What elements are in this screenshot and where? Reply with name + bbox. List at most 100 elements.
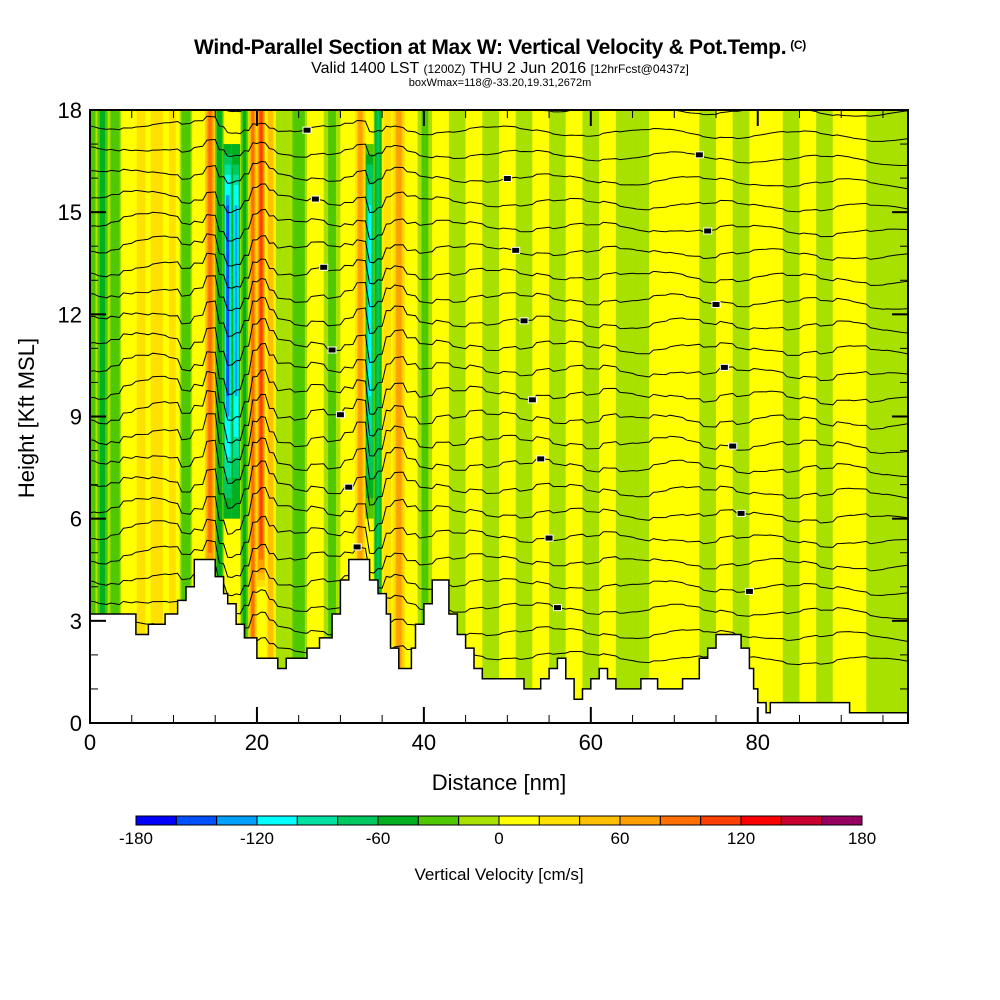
w-cell: [786, 110, 797, 723]
w-cell: [769, 110, 780, 723]
w-cell: [234, 205, 238, 397]
w-cell: [208, 110, 212, 553]
w-cell: [183, 110, 189, 723]
y-tick-label: 9: [70, 405, 82, 430]
contour-label: [694, 151, 704, 159]
y-tick-label: 18: [58, 98, 82, 123]
contour-label: [536, 455, 546, 463]
w-cell: [869, 110, 880, 723]
isentrope: [90, 275, 908, 312]
w-cell: [226, 205, 230, 397]
contour-label: [335, 411, 345, 419]
contour-label: [744, 587, 754, 595]
isentrope: [90, 233, 908, 267]
copyright-mark: (C): [790, 38, 806, 52]
w-cell: [836, 110, 847, 723]
y-tick-label: 15: [58, 200, 82, 225]
colorbar-segment: [337, 815, 379, 826]
w-cell: [852, 110, 863, 723]
w-cell: [819, 110, 830, 723]
colorbar-segment: [740, 815, 782, 826]
colorbar-title: Vertical Velocity [cm/s]: [414, 865, 583, 884]
colorbar-tick-label: 0: [494, 829, 503, 848]
w-cell: [736, 110, 747, 723]
w-cell: [169, 110, 176, 723]
valid-date: THU 2 Jun 2016: [469, 60, 587, 77]
valid-time-z: (1200Z): [423, 62, 466, 76]
w-cell: [635, 110, 646, 723]
y-tick-labels: 0 3 6 9 12 15 18: [58, 98, 82, 736]
w-cell: [384, 110, 390, 723]
contour-label: [544, 534, 554, 542]
contour-label: [728, 442, 738, 450]
colorbar-segment: [377, 815, 419, 826]
contour-label: [344, 483, 354, 491]
y-tick-label: 12: [58, 302, 82, 327]
x-tick-label: 80: [746, 730, 770, 755]
w-cell: [468, 110, 479, 723]
colorbar-tick-label: -60: [366, 829, 391, 848]
x-tick-label: 20: [245, 730, 269, 755]
y-tick-label: 6: [70, 507, 82, 532]
w-cell: [343, 110, 353, 723]
chart-title: Wind-Parallel Section at Max W: Vertical…: [0, 36, 1000, 60]
w-cell: [602, 110, 613, 723]
isentrope: [90, 342, 908, 395]
isentrope: [90, 437, 908, 484]
w-cell: [376, 110, 380, 723]
contour-label: [703, 227, 713, 235]
w-cell: [217, 110, 222, 723]
w-cell: [552, 110, 563, 723]
isentrope: [90, 208, 908, 242]
w-cell: [259, 110, 263, 546]
isentrope: [90, 115, 908, 142]
isentrope: [90, 252, 908, 289]
colorbar-segment: [579, 815, 621, 826]
colorbar-segment: [619, 815, 661, 826]
isentrope: [90, 486, 908, 535]
colorbar-tick-label: 120: [727, 829, 755, 848]
colorbar-segment: [256, 815, 298, 826]
w-cell: [685, 110, 696, 723]
isentrope: [90, 562, 908, 597]
colorbar: [135, 815, 863, 826]
isentrope: [90, 390, 908, 444]
x-tick-label: 0: [84, 730, 96, 755]
y-axis-title: Height [Kft MSL]: [14, 338, 39, 498]
isentrope: [90, 413, 908, 463]
colorbar-tick-label: 60: [611, 829, 630, 848]
contour-label: [310, 195, 320, 203]
valid-time: Valid 1400 LST: [311, 60, 420, 77]
w-cell: [152, 110, 161, 723]
colorbar-tick-label: -180: [119, 829, 153, 848]
contour-label: [319, 263, 329, 271]
x-tick-labels: 0 20 40 60 80: [84, 730, 770, 755]
contour-label: [736, 509, 746, 517]
colorbar-tick-labels: -180 -120 -60 0 60 120 180: [119, 829, 876, 848]
colorbar-segment: [175, 815, 218, 826]
boxwmax-info: boxWmax=118@-33.20,19.31,2672m: [408, 77, 592, 89]
isentrope: [90, 460, 908, 509]
w-cell: [242, 110, 247, 723]
y-tick-label: 3: [70, 609, 82, 634]
isentrope: [90, 138, 908, 166]
w-cell: [396, 110, 402, 723]
contour-label: [527, 396, 537, 404]
axis-ticks: [89, 109, 908, 724]
contour-label: [502, 175, 512, 183]
isentrope: [90, 318, 908, 367]
w-cell: [421, 110, 429, 723]
w-cell: [719, 110, 730, 723]
contour-label: [519, 317, 529, 325]
isentrope: [90, 369, 908, 421]
colorbar-segment: [780, 815, 823, 826]
isentrope: [90, 296, 908, 337]
contour-label: [495, 101, 503, 107]
w-cell: [652, 110, 663, 723]
x-axis-title: Distance [nm]: [432, 770, 567, 795]
colorbar-segment: [216, 815, 258, 826]
contour-label: [552, 604, 562, 612]
colorbar-tick-label: -120: [240, 829, 274, 848]
w-cell: [328, 110, 336, 723]
